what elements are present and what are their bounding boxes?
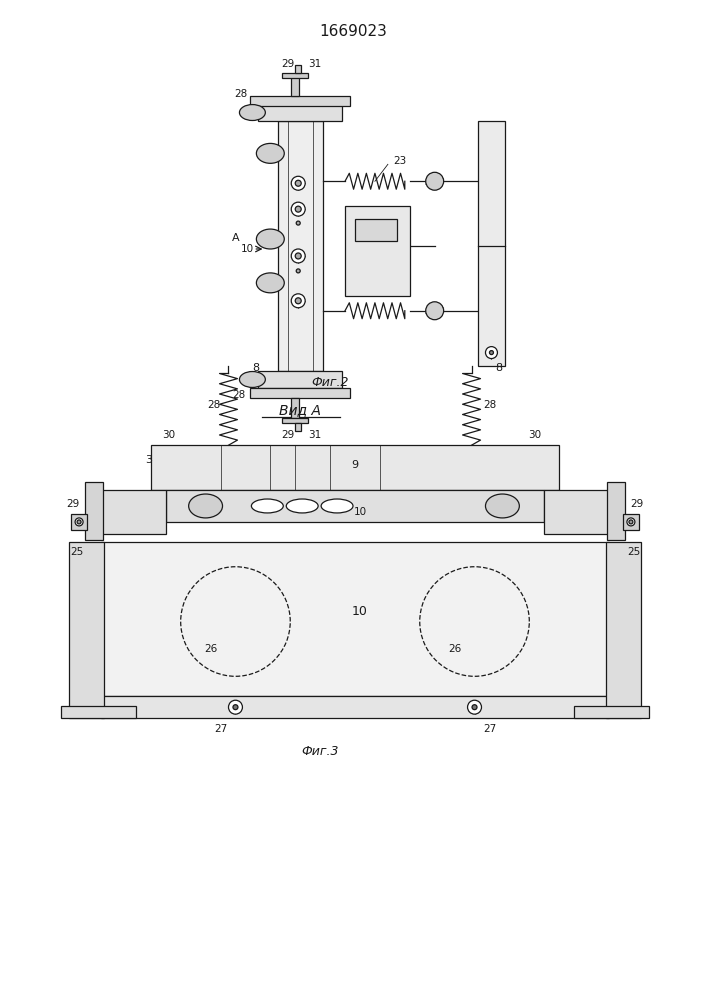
Text: 29: 29 [630,499,643,509]
Text: 8: 8 [495,363,502,373]
Text: 29: 29 [281,430,295,440]
Bar [355,219,397,241]
Bar [71,514,87,530]
Text: 10: 10 [354,507,366,517]
Bar [574,706,649,718]
Text: 9: 9 [351,460,358,470]
Ellipse shape [257,229,284,249]
Circle shape [486,347,498,359]
Text: Вид А: Вид А [279,403,321,417]
Bar [61,706,136,718]
Text: 30: 30 [527,430,541,440]
Circle shape [627,518,635,526]
Circle shape [296,180,301,186]
Text: 25: 25 [71,547,83,557]
Circle shape [77,520,81,524]
Bar [606,542,641,718]
Text: 27: 27 [483,724,496,734]
Ellipse shape [257,143,284,163]
Text: A: A [232,233,239,243]
Bar [101,696,609,718]
Bar [165,490,544,522]
Circle shape [426,302,444,320]
Text: 29: 29 [281,59,295,69]
Circle shape [489,351,493,355]
Bar [258,371,342,388]
Text: 29: 29 [66,499,80,509]
Bar [544,490,609,534]
Text: 3: 3 [146,455,152,465]
Text: 31: 31 [308,59,322,69]
Bar [296,65,301,73]
Text: 10: 10 [352,605,368,618]
Text: 28: 28 [207,400,220,410]
Ellipse shape [321,499,353,513]
Ellipse shape [240,372,265,387]
Circle shape [291,249,305,263]
Ellipse shape [252,499,284,513]
Text: 26: 26 [204,644,217,654]
Text: 28: 28 [234,89,247,99]
Bar [101,542,609,696]
Bar [258,104,342,121]
Text: 10: 10 [241,244,254,254]
Circle shape [291,294,305,308]
Circle shape [467,700,481,714]
Text: Фиг.3: Фиг.3 [301,745,339,758]
Circle shape [296,298,301,304]
Circle shape [296,206,301,212]
Bar [345,206,410,296]
Circle shape [233,705,238,710]
Circle shape [75,518,83,526]
Text: 28: 28 [232,390,245,400]
Bar [279,121,323,371]
Text: 31: 31 [308,430,322,440]
Bar [291,398,299,418]
Ellipse shape [240,105,265,120]
Text: 25: 25 [627,547,641,557]
Bar [296,423,301,431]
Bar [250,388,350,398]
Text: 30: 30 [162,430,175,440]
Circle shape [629,520,633,524]
Circle shape [296,269,300,273]
Ellipse shape [257,273,284,293]
Bar [623,514,639,530]
Circle shape [296,221,300,225]
Bar [69,542,104,718]
Text: 8: 8 [252,363,259,373]
Circle shape [291,176,305,190]
Bar [282,418,308,423]
Ellipse shape [486,494,520,518]
Text: 23: 23 [393,156,407,166]
Bar [85,482,103,540]
Circle shape [296,253,301,259]
Text: 27: 27 [214,724,227,734]
Bar [291,76,299,96]
Bar [607,482,625,540]
Circle shape [291,202,305,216]
Bar [477,121,506,366]
Text: Фиг.2: Фиг.2 [311,376,349,389]
Ellipse shape [189,494,223,518]
Ellipse shape [286,499,318,513]
Bar [101,490,165,534]
Bar [250,96,350,106]
Text: 1669023: 1669023 [319,24,387,39]
Bar [151,445,559,490]
Circle shape [228,700,243,714]
Bar [282,73,308,78]
Text: 28: 28 [483,400,496,410]
Text: 26: 26 [448,644,461,654]
Circle shape [426,172,444,190]
Circle shape [472,705,477,710]
